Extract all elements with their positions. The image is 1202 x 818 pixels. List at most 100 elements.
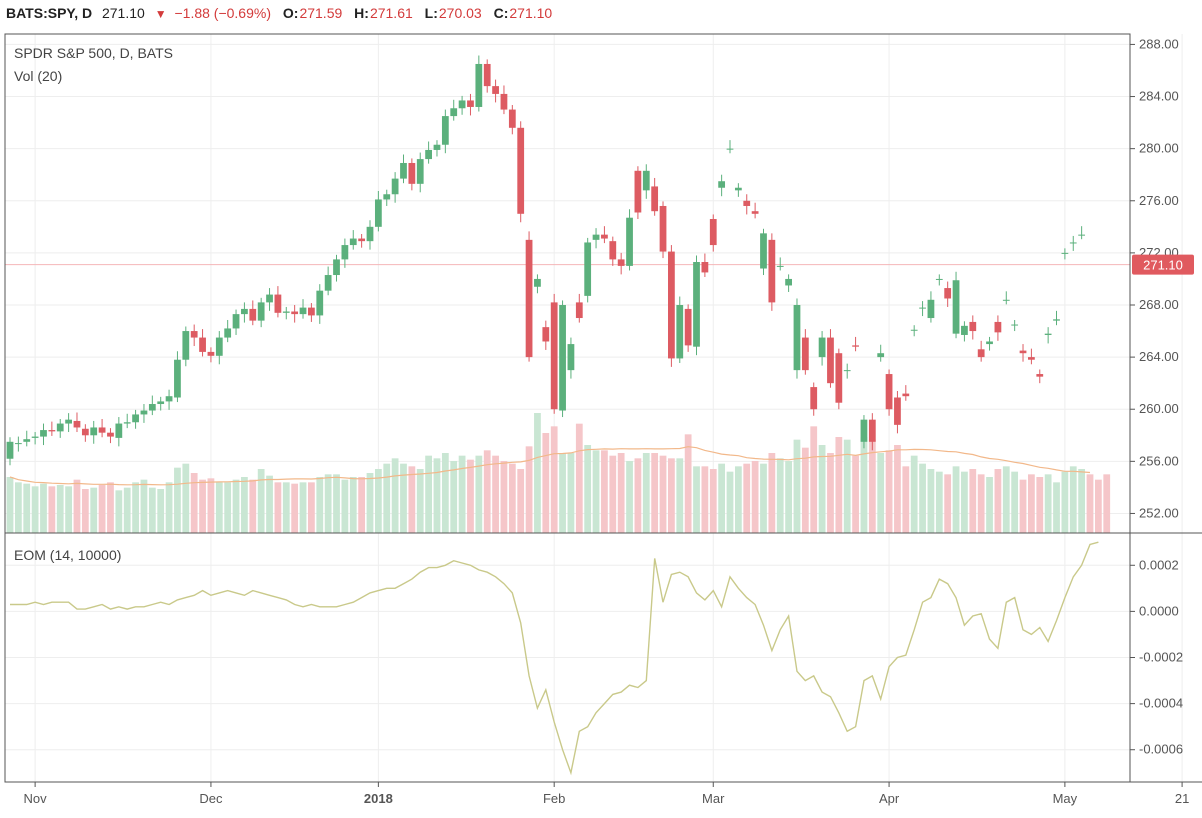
candle-body <box>709 219 717 246</box>
candle-body <box>324 275 332 291</box>
candle-body <box>500 93 508 110</box>
volume-bar <box>726 471 734 533</box>
candle-body <box>207 351 215 356</box>
volume-bar <box>961 471 968 533</box>
volume-bar <box>232 479 240 533</box>
candle-body <box>676 304 684 359</box>
candle-body <box>919 307 926 309</box>
candle-body <box>182 331 190 360</box>
time-tick-label: May <box>1053 791 1078 806</box>
candle-body <box>567 344 575 371</box>
candle-body <box>1061 252 1069 254</box>
volume-bar <box>550 426 558 533</box>
eom-series <box>10 541 1099 776</box>
candle-body <box>592 234 600 240</box>
candlesticks[interactable] <box>6 26 1090 466</box>
candle-body <box>23 439 31 442</box>
volume-bar <box>165 482 173 533</box>
candle-body <box>123 422 131 424</box>
candle-body <box>157 401 165 405</box>
price-tick-label: 288.00 <box>1139 36 1179 51</box>
volume-bar <box>224 482 232 533</box>
volume-bar <box>986 477 993 533</box>
candle-body <box>617 259 625 266</box>
candle-body <box>768 239 776 303</box>
candle-body <box>634 170 642 213</box>
volume-bar <box>835 437 843 533</box>
volume-bar <box>458 455 466 533</box>
volume-bar <box>894 445 901 533</box>
candle-body <box>626 217 633 266</box>
volume-bar <box>40 483 47 533</box>
candle-body <box>48 430 56 432</box>
volume-bar <box>391 458 399 533</box>
volume-bar <box>115 490 123 533</box>
volume-bar <box>358 477 366 533</box>
candle-body <box>776 265 784 267</box>
candle-body <box>467 100 474 107</box>
volume-bar <box>642 453 650 533</box>
volume-bar <box>517 469 525 533</box>
volume-indicator-label[interactable]: Vol (20) <box>14 68 62 84</box>
volume-bar <box>450 461 458 533</box>
last-price-badge-label: 271.10 <box>1143 258 1183 273</box>
candle-body <box>433 144 441 150</box>
eom-tick-label: -0.0002 <box>1139 650 1183 665</box>
volume-bar <box>952 466 960 533</box>
candle-body <box>1044 333 1052 335</box>
volume-bar <box>1036 477 1044 533</box>
volume-bar <box>48 486 56 533</box>
price-pane-title[interactable]: SPDR S&P 500, D, BATS <box>14 45 173 61</box>
volume-bar <box>291 483 299 533</box>
price-tick-label: 252.00 <box>1139 505 1179 520</box>
low-value: 270.03 <box>438 5 482 21</box>
candle-body <box>860 419 868 442</box>
candle-body <box>734 187 742 191</box>
volume-bar <box>977 474 985 533</box>
volume-bar <box>902 466 910 533</box>
down-arrow-icon: ▼ <box>154 7 167 21</box>
time-tick-label: Apr <box>879 791 900 806</box>
candle-body <box>90 427 98 436</box>
volume-bar <box>1011 471 1019 533</box>
candle-body <box>391 178 399 195</box>
volume-bar <box>207 478 215 533</box>
volume-bar <box>668 458 675 533</box>
volume-bar <box>927 469 935 533</box>
volume-bar <box>483 450 491 533</box>
candle-body <box>651 186 659 212</box>
volume-bar <box>609 455 617 533</box>
candle-body <box>366 226 374 242</box>
low-label: L: <box>424 5 438 21</box>
volume-bar <box>734 466 742 533</box>
price-change: −1.88 (−0.69%) <box>174 5 271 21</box>
candle-body <box>542 327 550 342</box>
candle-body <box>282 311 290 313</box>
candle-body <box>224 328 232 338</box>
volume-bar <box>910 455 918 533</box>
high-label: H: <box>354 5 369 21</box>
candle-body <box>65 419 72 424</box>
volume-bar <box>785 461 792 533</box>
volume-bar <box>768 453 776 533</box>
candle-body <box>810 387 818 410</box>
candle-body <box>1019 350 1027 354</box>
volume-bar <box>567 453 575 533</box>
volume-bar <box>433 458 441 533</box>
chart-canvas[interactable]: 288.00284.00280.00276.00272.00268.00264.… <box>0 26 1202 818</box>
candle-body <box>249 308 257 321</box>
volume-bar <box>559 453 566 533</box>
volume-bar <box>282 482 290 533</box>
symbol-label[interactable]: BATS:SPY, D <box>6 5 93 21</box>
price-tick-label: 276.00 <box>1139 193 1179 208</box>
volume-bar <box>877 453 885 533</box>
candle-body <box>408 162 416 184</box>
volume-bar <box>634 458 642 533</box>
price-tick-label: 280.00 <box>1139 141 1179 156</box>
volume-bar <box>182 463 190 533</box>
pane-borders <box>4 33 1202 783</box>
candle-body <box>215 337 223 356</box>
eom-pane-title[interactable]: EOM (14, 10000) <box>14 547 121 563</box>
candle-body <box>1053 319 1060 321</box>
volume-bar <box>1044 474 1052 533</box>
